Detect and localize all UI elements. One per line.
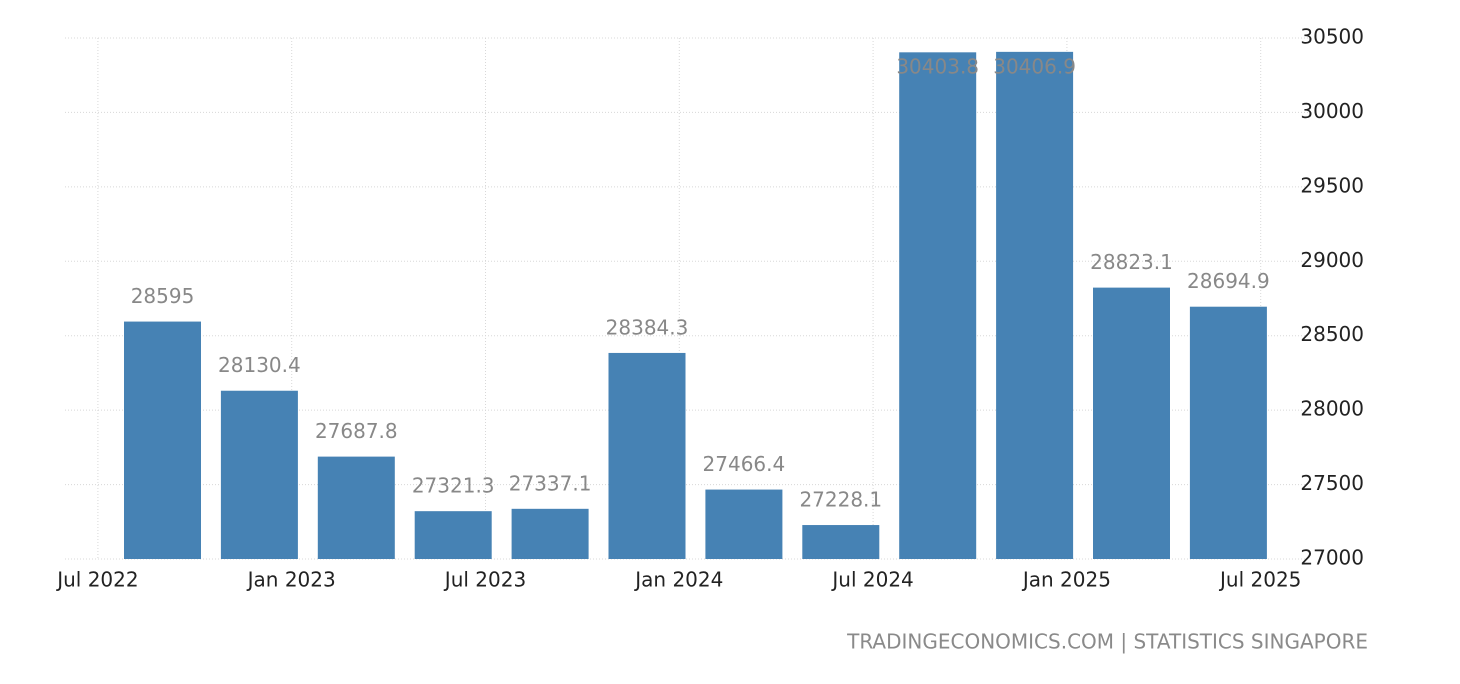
y-tick-label: 29000 xyxy=(1300,248,1364,272)
x-tick-label: Jul 2025 xyxy=(1218,568,1301,592)
bar xyxy=(802,525,880,559)
value-label: 30403.8 xyxy=(896,55,979,79)
y-tick-label: 29500 xyxy=(1300,173,1364,197)
x-tick-label: Jan 2024 xyxy=(633,568,723,592)
x-tick-label: Jan 2023 xyxy=(246,568,336,592)
bar xyxy=(414,511,492,559)
source: TRADINGECONOMICS.COM | STATISTICS SINGAP… xyxy=(846,630,1368,654)
y-tick-label: 28500 xyxy=(1300,322,1364,346)
y-tick-label: 30500 xyxy=(1300,25,1364,49)
value-label: 28823.1 xyxy=(1090,250,1173,274)
bar xyxy=(608,352,686,559)
x-tick-label: Jul 2024 xyxy=(830,568,913,592)
y-tick-label: 27000 xyxy=(1300,546,1364,570)
y-tick-label: 30000 xyxy=(1300,99,1364,123)
value-label: 27321.3 xyxy=(412,474,495,498)
x-tick-label: Jul 2023 xyxy=(443,568,526,592)
value-label: 28694.9 xyxy=(1187,269,1270,293)
value-label: 28130.4 xyxy=(218,353,301,377)
value-label: 28384.3 xyxy=(606,315,689,339)
bar xyxy=(1189,306,1267,559)
bar xyxy=(220,390,298,559)
bar xyxy=(899,52,977,559)
value-label: 30406.9 xyxy=(993,55,1076,79)
value-label: 27687.8 xyxy=(315,419,398,443)
y-tick-label: 27500 xyxy=(1300,471,1364,495)
value-label: 27228.1 xyxy=(799,488,882,512)
value-label: 27466.4 xyxy=(703,452,786,476)
bar xyxy=(705,489,783,559)
value-label: 27337.1 xyxy=(509,471,592,495)
bar xyxy=(124,321,201,559)
x-tick-label: Jan 2025 xyxy=(1021,568,1111,592)
value-label: 28595 xyxy=(131,284,195,308)
bar xyxy=(996,51,1074,559)
bar xyxy=(317,456,395,559)
bar xyxy=(511,508,589,559)
x-tick-label: Jul 2022 xyxy=(55,568,138,592)
y-tick-label: 28000 xyxy=(1300,397,1364,421)
bar xyxy=(1093,287,1170,559)
